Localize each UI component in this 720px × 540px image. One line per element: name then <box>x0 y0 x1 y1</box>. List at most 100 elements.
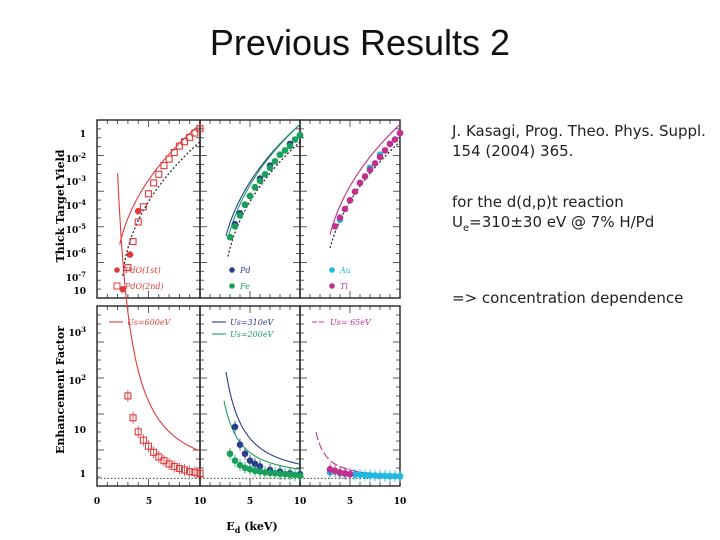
legend-label: Fe <box>239 282 250 291</box>
data-point-pdo <box>170 462 178 470</box>
data-point-pdo <box>155 453 163 461</box>
top-y-axis-label: Thick Target Yield <box>54 149 67 262</box>
x-tick: 10 <box>194 497 207 507</box>
data-point-ti <box>341 205 349 213</box>
legend-marker <box>114 267 120 273</box>
legend-marker <box>329 283 335 289</box>
data-point-pdo <box>129 414 137 422</box>
data-point-fe <box>286 142 294 150</box>
data-point-pdo2nd <box>139 203 147 211</box>
ue-value: =310±30 eV @ 7% H/Pd <box>469 213 655 231</box>
x-tick: 5 <box>247 497 253 507</box>
x-tick: 0 <box>94 497 100 507</box>
data-point-fe <box>226 450 234 458</box>
bottom-y-tick: 10 <box>73 426 86 436</box>
legend-label: PdO(2nd) <box>124 282 164 291</box>
data-point-fe <box>266 164 274 172</box>
bare-curve <box>329 141 401 249</box>
data-point-pdo <box>196 469 204 477</box>
top-y-tick: 10-6 <box>66 246 86 260</box>
data-point-pdo2nd <box>175 142 183 150</box>
ue-line: Ue=310±30 eV @ 7% H/Pd <box>452 212 714 239</box>
x-tick: 10 <box>394 497 407 507</box>
data-point-ti <box>336 214 344 221</box>
bottom-y-ticks: 103 102 10 1 <box>69 325 87 480</box>
fit-legend-label: Us=310eV <box>230 318 275 327</box>
data-point-pdo2nd <box>144 190 153 198</box>
data-point-pdo <box>150 448 158 456</box>
data-point-fe <box>281 147 289 154</box>
data-point-ti <box>376 153 384 161</box>
data-point-pdo2nd <box>129 238 137 246</box>
bottom-y-tick: 1 <box>80 470 86 480</box>
data-point-ti <box>346 470 354 478</box>
data-point-fe <box>241 201 249 208</box>
fit-legend-label: Us= 65eV <box>330 318 372 327</box>
top-y-tick: 10-2 <box>66 151 86 165</box>
x-tick: 5 <box>347 497 353 507</box>
data-point-au <box>396 473 404 480</box>
data-point-fe <box>296 131 304 139</box>
data-point-pdo2nd <box>165 155 173 163</box>
data-point-ti <box>351 188 359 195</box>
panel-frame <box>96 305 201 487</box>
bottom-y-axis-label: Enhancement Factor <box>54 326 67 454</box>
data-point-fe <box>231 457 239 464</box>
data-point-ti <box>346 197 354 204</box>
data-point-fe <box>251 183 259 191</box>
legend-marker <box>113 282 121 290</box>
data-point-ti <box>361 173 369 180</box>
data-point-fe <box>246 192 254 200</box>
data-point-fe <box>256 177 264 185</box>
legend-marker <box>229 283 235 289</box>
data-point-fe <box>291 136 299 143</box>
legend-marker <box>329 267 335 273</box>
data-point-fe <box>261 170 269 178</box>
data-point-pdo2nd <box>150 179 158 187</box>
data-point-pdo <box>181 466 189 474</box>
legend-label: Au <box>339 266 351 275</box>
data-point-pdo <box>134 428 142 436</box>
data-point-pdo2nd <box>170 149 178 157</box>
dependence-text: => concentration dependence <box>452 289 684 307</box>
data-point-pdo2nd <box>134 218 142 226</box>
top-y-tick: 10-7 <box>66 270 86 284</box>
data-point-fe <box>226 233 234 241</box>
data-point-ti <box>396 129 404 137</box>
top-y-tick: 1 <box>80 130 86 140</box>
fit-curve-ti <box>329 123 401 235</box>
data-point-pdo2nd <box>181 138 189 146</box>
citation-text: J. Kasagi, Prog. Theo. Phys. Suppl. 154 … <box>452 122 706 160</box>
data-point-pdo2nd <box>160 162 168 170</box>
data-point-ti <box>331 223 339 230</box>
data-point-fe <box>236 461 244 469</box>
data-point-fe <box>236 212 244 219</box>
data-point-ti <box>386 140 394 148</box>
fit-curve-pd <box>225 371 301 465</box>
legend-label: Ti <box>340 282 348 291</box>
data-point-pdo <box>186 468 194 476</box>
legend-label: Pd <box>239 266 251 275</box>
data-point-pd <box>236 441 244 448</box>
data-point-pdo <box>124 392 132 400</box>
data-point-pdo <box>175 464 183 473</box>
reaction-line: for the d(d,p)t reaction <box>452 193 624 211</box>
data-point-ti <box>366 166 374 174</box>
ue-subscript: e <box>462 223 470 234</box>
data-point-pdo1st <box>134 207 142 215</box>
top-y-tick: 10-5 <box>66 222 86 236</box>
x-ticks: 0 5 10 5 10 5 10 <box>94 497 406 507</box>
legend-marker <box>229 267 235 273</box>
data-point-pd <box>241 450 249 458</box>
data-point-pd <box>231 423 239 431</box>
x-axis-label: Ed (keV) <box>226 520 277 535</box>
fit-legend-label: Us=200eV <box>230 330 275 339</box>
top-y-ticks: 1 10-2 10-3 10-4 10-5 10-6 10-7 10 <box>66 130 86 297</box>
data-point-fe <box>276 151 284 159</box>
data-point-ti <box>356 179 364 187</box>
data-point-pdo2nd <box>155 170 163 178</box>
data-point-pdo <box>144 442 153 450</box>
data-point-fe <box>296 472 304 480</box>
data-point-pdo2nd <box>124 264 132 272</box>
panel-grid: PdO(1st) PdO(2nd) Us=600eV Pd Fe Us=310eV Us=2… <box>96 119 404 487</box>
